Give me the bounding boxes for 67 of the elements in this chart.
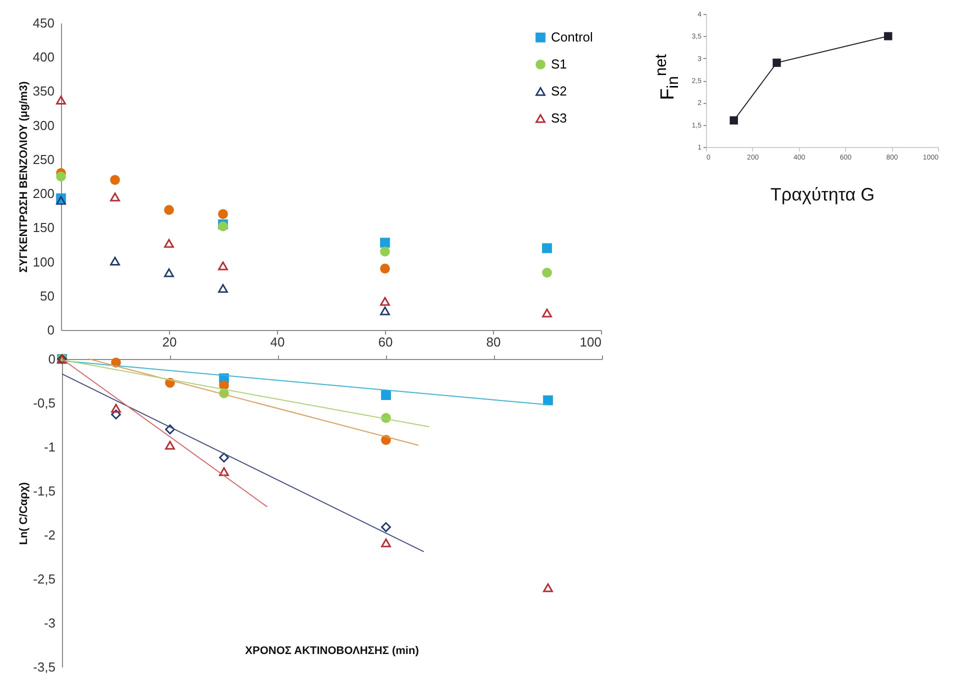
point xyxy=(111,410,121,420)
y-tick-label: -0,5 xyxy=(33,396,56,410)
point xyxy=(381,522,391,532)
point xyxy=(219,467,229,476)
point xyxy=(884,32,892,40)
y-tick-label: 200 xyxy=(32,186,54,202)
point xyxy=(219,380,229,390)
y-tick-label: 250 xyxy=(32,152,54,167)
legend-label: S2 xyxy=(551,84,567,98)
point xyxy=(381,435,391,445)
point xyxy=(543,395,553,406)
point xyxy=(730,116,738,125)
point xyxy=(543,583,553,592)
point xyxy=(165,424,175,434)
point xyxy=(110,174,120,185)
legend-label: S1 xyxy=(551,56,567,72)
point xyxy=(218,262,228,270)
y-tick-label: -3 xyxy=(44,616,56,630)
point xyxy=(381,538,391,548)
x-axis-title: Τραχύτητα G xyxy=(770,184,875,204)
y-tick-label: -3,5 xyxy=(33,660,56,674)
point xyxy=(380,306,390,316)
point xyxy=(542,308,552,318)
y-tick-label: -1 xyxy=(44,440,56,454)
y-tick-label: 100 xyxy=(32,254,54,270)
x-tick-label: 20 xyxy=(162,334,177,350)
point xyxy=(380,246,390,256)
x-tick-label: 80 xyxy=(486,334,501,350)
x-tick-label: 60 xyxy=(378,334,393,350)
y-axis-title: ΣΥΓΚΕΝΤΡΩΣΗ ΒΕΝΖΟΛΙΟΥ (μg/m3) xyxy=(18,81,30,273)
y-tick-label: 400 xyxy=(32,50,54,65)
point xyxy=(542,268,552,278)
point xyxy=(219,452,229,462)
y-tick-label: 450 xyxy=(32,16,54,30)
point xyxy=(110,256,120,266)
legend-label: S3 xyxy=(551,110,567,126)
y-tick-label: 0 xyxy=(48,352,56,366)
point xyxy=(218,284,228,293)
y-tick-label: 350 xyxy=(32,84,54,99)
x-tick-label: 100 xyxy=(580,334,602,350)
point xyxy=(164,238,174,248)
x-tick-label: 40 xyxy=(270,334,285,350)
y-tick-label: -2,5 xyxy=(33,572,56,586)
y-axis-title: Ln( C/Cαρχ) xyxy=(18,482,30,545)
y-tick-label: 300 xyxy=(32,118,54,133)
point xyxy=(380,264,390,274)
point xyxy=(164,205,174,215)
point xyxy=(218,209,228,219)
point xyxy=(381,390,391,400)
point xyxy=(56,172,66,182)
point xyxy=(56,96,66,104)
legend-label: Control xyxy=(551,30,594,44)
point xyxy=(165,440,175,450)
point xyxy=(380,238,390,248)
y-tick-label: 150 xyxy=(32,220,54,236)
y-tick-label: -2 xyxy=(44,528,56,542)
point xyxy=(110,192,120,202)
point xyxy=(164,268,174,278)
y-tick-label: 50 xyxy=(40,288,54,304)
y-tick-label: -1,5 xyxy=(33,484,56,498)
y-tick-label: 0 xyxy=(47,322,54,338)
point xyxy=(56,196,66,205)
point xyxy=(542,243,552,254)
point xyxy=(111,404,121,413)
x-axis-title: ΧΡΟΝΟΣ ΑΚΤΙΝΟΒΟΛΗΣΗΣ (min) xyxy=(245,645,420,657)
point xyxy=(772,58,781,67)
point xyxy=(380,296,390,306)
